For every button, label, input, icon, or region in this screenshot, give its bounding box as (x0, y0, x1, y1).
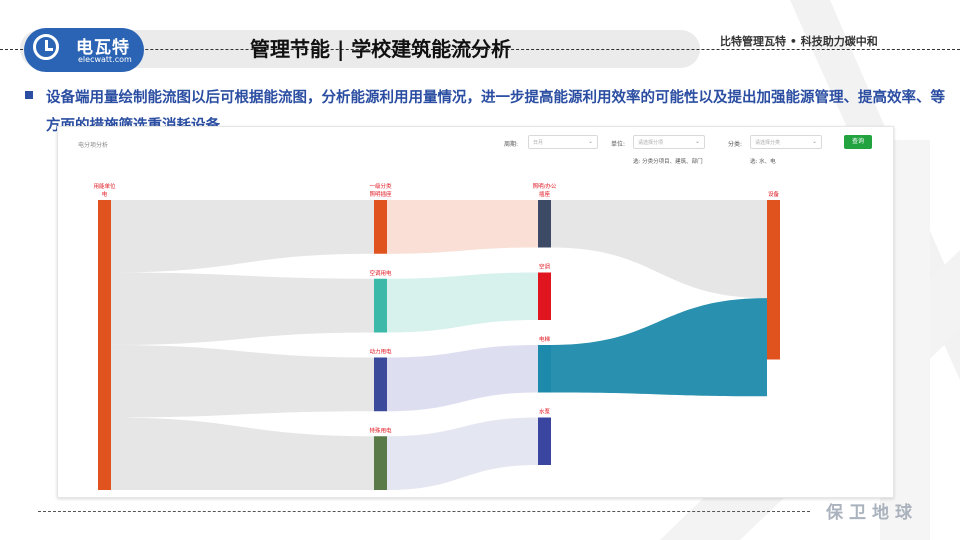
sankey-node-label: 设备 (768, 190, 780, 198)
unit-select[interactable]: 请选择分项 ⌄ (633, 135, 705, 149)
panel-title: 电分项分析 (78, 142, 109, 149)
sankey-node-label: 特殊用电 (369, 426, 392, 434)
sankey-node-label: 动力用电 (369, 348, 392, 356)
sankey-node[interactable] (538, 417, 551, 466)
sankey-node-label: 照明/办公 (533, 182, 557, 190)
sankey-node-label: 用能单位 (93, 182, 116, 190)
unit-label: 单位: (611, 141, 626, 148)
sankey-link[interactable] (387, 272, 538, 333)
sankey-link[interactable] (111, 200, 374, 273)
sankey-link[interactable] (551, 298, 767, 397)
sankey-link[interactable] (111, 272, 374, 346)
slogan: 比特管理瓦特 • 科技助力碳中和 (720, 35, 878, 48)
period-select[interactable]: 日月 ⌄ (528, 135, 598, 149)
category-select-value: 请选择分类 (755, 140, 781, 146)
clock-icon (33, 34, 59, 60)
sankey-node-label: 电 (102, 190, 108, 198)
query-button[interactable]: 查询 (844, 135, 872, 149)
period-select-value: 日月 (533, 140, 544, 146)
sankey-node[interactable] (374, 436, 387, 490)
unit-hint: 选: 分类分项目、建筑、部门 (633, 159, 703, 165)
category-hint: 选: 水、电 (750, 159, 776, 165)
brand-logo: 电瓦特 elecwatt.com (24, 28, 144, 72)
sankey-node[interactable] (374, 278, 387, 333)
sankey-node-label: 水泵 (539, 408, 551, 416)
sankey-node-label: 空调 (539, 263, 551, 271)
sankey-node[interactable] (98, 200, 111, 490)
unit-select-value: 请选择分项 (638, 140, 664, 146)
energy-flow-panel: 电分项分析 周期: 日月 ⌄ 单位: 请选择分项 ⌄ 选: 分类分项目、建筑、部… (57, 126, 894, 500)
page-title: 管理节能 | 学校建筑能流分析 (250, 37, 512, 61)
category-select[interactable]: 请选择分类 ⌄ (750, 135, 822, 149)
sankey-link[interactable] (551, 200, 767, 299)
header-divider (0, 49, 960, 50)
sankey-node[interactable] (374, 200, 387, 254)
sankey-node-label: 照明插座 (369, 190, 392, 198)
sankey-node-label: 一级分类 (369, 182, 392, 190)
logo-domain: elecwatt.com (78, 55, 132, 64)
sankey-node[interactable] (374, 357, 387, 412)
period-label: 周期: (504, 141, 519, 148)
footer-slogan: 保卫地球 (826, 503, 918, 523)
sankey-node[interactable] (767, 200, 780, 360)
sankey-node-label: 空调用电 (369, 269, 392, 277)
sankey-link[interactable] (111, 345, 374, 418)
chevron-down-icon: ⌄ (811, 138, 817, 145)
footer-divider (38, 511, 810, 512)
chevron-down-icon: ⌄ (694, 138, 700, 145)
chevron-down-icon: ⌄ (587, 138, 593, 145)
sankey-chart-area: 用能单位电一级分类照明插座空调用电动力用电特殊用电照明/办公插座空调电梯水泵路灯… (67, 164, 885, 500)
sankey-chart: 用能单位电一级分类照明插座空调用电动力用电特殊用电照明/办公插座空调电梯水泵路灯… (93, 182, 780, 500)
logo-name: 电瓦特 (76, 38, 130, 58)
sankey-link[interactable] (387, 345, 538, 412)
sankey-link[interactable] (111, 417, 374, 491)
sankey-node[interactable] (538, 200, 551, 248)
sankey-link[interactable] (387, 417, 538, 491)
sankey-link[interactable] (387, 200, 538, 254)
sankey-node[interactable] (538, 272, 551, 321)
category-label: 分类: (728, 141, 743, 148)
sankey-node-label: 电梯 (539, 335, 551, 343)
sankey-node[interactable] (538, 345, 551, 393)
bullet-square (25, 91, 33, 99)
sankey-node-label: 插座 (539, 190, 551, 198)
